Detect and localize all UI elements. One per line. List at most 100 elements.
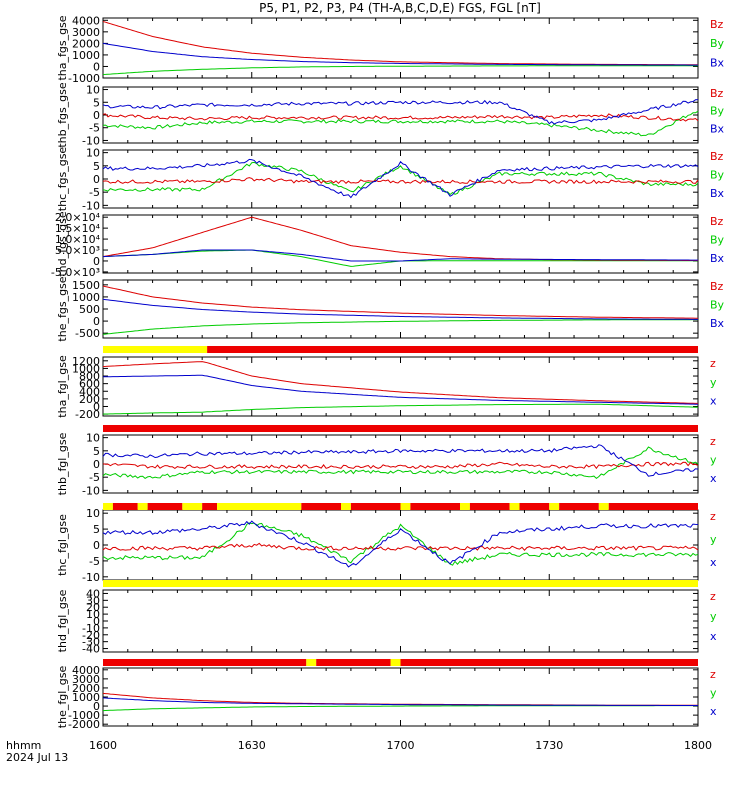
status-bar-segment bbox=[207, 346, 698, 353]
plot-title: P5, P1, P2, P3, P4 (TH-A,B,C,D,E) FGS, F… bbox=[259, 1, 541, 15]
y-tick-label: 0 bbox=[93, 315, 100, 328]
y-tick-label: -20 bbox=[82, 629, 100, 642]
legend-entry: x bbox=[710, 630, 717, 643]
series-line-By bbox=[102, 65, 698, 75]
series-line-z bbox=[102, 692, 698, 706]
y-tick-label: 1000 bbox=[72, 49, 100, 62]
status-bar-segment bbox=[217, 503, 302, 510]
series-line-Bz bbox=[102, 113, 699, 122]
y-tick-label: 2000 bbox=[72, 682, 100, 695]
legend-entry: z bbox=[710, 668, 716, 681]
panel-ylabel: thb_fgl_gse bbox=[56, 432, 69, 495]
y-tick-label: 20 bbox=[86, 601, 100, 614]
status-bar-segment bbox=[147, 503, 183, 510]
y-tick-label: 800 bbox=[79, 370, 100, 383]
legend-entry: Bz bbox=[710, 280, 724, 293]
series-line-Bz bbox=[102, 177, 699, 185]
panel-frame bbox=[102, 434, 699, 494]
y-tick-label: 5 bbox=[93, 445, 100, 458]
y-tick-label: 400 bbox=[79, 385, 100, 398]
legend-entry: By bbox=[710, 233, 725, 246]
y-tick-label: 0 bbox=[93, 173, 100, 186]
panel-ylabel: thd_fgl_gse bbox=[56, 589, 69, 652]
legend-entry: z bbox=[710, 357, 716, 370]
status-bar-segment bbox=[103, 425, 698, 432]
y-tick-label: 0 bbox=[93, 615, 100, 628]
legend-entry: By bbox=[710, 37, 725, 50]
status-bar-segment bbox=[301, 503, 341, 510]
y-tick-label: 1500 bbox=[72, 279, 100, 292]
panel-frame bbox=[102, 86, 699, 144]
status-bar-segment bbox=[598, 503, 609, 510]
status-bar-segment bbox=[410, 503, 460, 510]
legend-entry: Bz bbox=[710, 18, 724, 31]
legend-entry: y bbox=[710, 686, 717, 699]
y-tick-label: 30 bbox=[86, 594, 100, 607]
y-tick-label: 10 bbox=[86, 507, 100, 520]
y-tick-label: 0 bbox=[93, 109, 100, 122]
legend-entry: Bz bbox=[710, 87, 724, 100]
y-tick-label: -10 bbox=[82, 571, 100, 584]
series-line-Bz bbox=[102, 21, 698, 66]
y-tick-label: 10 bbox=[86, 608, 100, 621]
time-tick-label: 1730 bbox=[535, 739, 563, 752]
y-tick-label: 10 bbox=[86, 432, 100, 445]
y-tick-label: 10 bbox=[86, 147, 100, 160]
panel-ylabel: tha_fgs_gse bbox=[56, 15, 69, 80]
y-tick-label: 5 bbox=[93, 523, 100, 536]
series-line-y bbox=[102, 705, 698, 712]
status-bar-segment bbox=[460, 503, 470, 510]
legend-entry: Bx bbox=[710, 252, 725, 265]
series-line-x bbox=[102, 520, 699, 568]
y-tick-label: 1000 bbox=[72, 362, 100, 375]
panel-ylabel: the_fgl_gse bbox=[56, 666, 69, 729]
panel-ylabel: thb_fgs_gse bbox=[56, 82, 69, 148]
y-tick-label: -40 bbox=[82, 643, 100, 656]
series-line-By bbox=[102, 110, 699, 137]
y-tick-label: 1.0×10⁴ bbox=[55, 233, 101, 246]
series-line-x bbox=[103, 374, 698, 405]
series-line-Bx bbox=[102, 158, 699, 199]
legend-entry: y bbox=[710, 533, 717, 546]
status-bar-segment bbox=[341, 503, 351, 510]
y-tick-label: -10 bbox=[82, 622, 100, 635]
y-tick-label: 2.0×10⁴ bbox=[55, 211, 101, 224]
legend-entry: By bbox=[710, 298, 725, 311]
status-bar-segment bbox=[559, 503, 599, 510]
y-tick-label: 4000 bbox=[72, 14, 100, 27]
legend-entry: Bz bbox=[710, 150, 724, 163]
series-line-Bx bbox=[102, 99, 699, 125]
status-bar-segment bbox=[182, 503, 203, 510]
y-tick-label: -10 bbox=[82, 484, 100, 497]
series-line-z bbox=[102, 542, 699, 551]
y-tick-label: 1000 bbox=[72, 691, 100, 704]
series-line-y bbox=[102, 446, 699, 480]
y-tick-label: -1000 bbox=[68, 72, 100, 85]
y-tick-label: 1200 bbox=[72, 355, 100, 368]
y-tick-label: 40 bbox=[86, 587, 100, 600]
panel-frame bbox=[102, 149, 699, 209]
panel-frame bbox=[102, 17, 699, 79]
legend-entry: By bbox=[710, 105, 725, 118]
panel-ylabel: thc_fgl_gse bbox=[56, 514, 69, 576]
y-tick-label: 5 bbox=[93, 160, 100, 173]
y-tick-label: 600 bbox=[79, 378, 100, 391]
legend-entry: z bbox=[710, 590, 716, 603]
y-tick-label: -5 bbox=[89, 555, 100, 568]
y-tick-label: 5 bbox=[93, 96, 100, 109]
y-tick-label: 5.0×10³ bbox=[55, 244, 100, 257]
series-line-z bbox=[102, 461, 699, 470]
status-bar-segment bbox=[103, 580, 698, 587]
y-tick-label: 10 bbox=[86, 84, 100, 97]
panel-ylabel: thd_fgs_gse bbox=[56, 211, 69, 277]
series-line-Bx bbox=[102, 298, 698, 320]
status-bar-segment bbox=[202, 503, 218, 510]
status-bar-segment bbox=[509, 503, 520, 510]
y-tick-label: -10 bbox=[82, 199, 100, 212]
y-tick-label: 1.5×10⁴ bbox=[55, 222, 101, 235]
status-bar-segment bbox=[519, 503, 550, 510]
time-tick-label: 1600 bbox=[89, 739, 117, 752]
time-axis-label-hhmm: hhmm bbox=[6, 739, 41, 752]
